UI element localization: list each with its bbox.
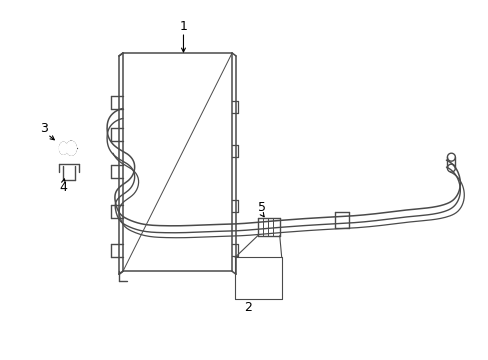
Ellipse shape xyxy=(66,141,76,155)
Text: 1: 1 xyxy=(179,20,187,33)
Text: 5: 5 xyxy=(257,201,265,214)
Text: 3: 3 xyxy=(40,122,47,135)
Ellipse shape xyxy=(60,142,67,154)
Text: 2: 2 xyxy=(244,301,251,314)
Text: 4: 4 xyxy=(60,181,67,194)
